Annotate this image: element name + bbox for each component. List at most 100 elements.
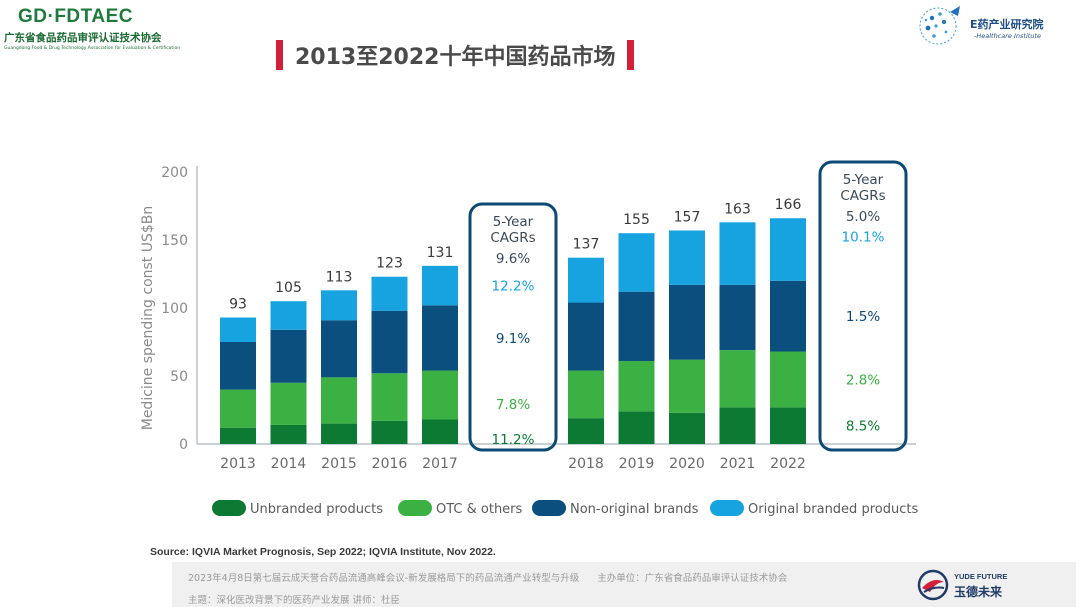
y-axis-label: Medicine spending const US$Bn (140, 206, 156, 431)
bar-segment-otc (669, 359, 705, 413)
bar-segment-non-original (371, 310, 408, 374)
institute-cn-text: 药产业研究院 (977, 18, 1044, 31)
cagr-title-line2: CAGRs (490, 230, 535, 246)
association-logo: GD·FDTAEC 广东省食品药品审评认证技术协会 Guangdong Food… (4, 6, 181, 51)
cagr-title-line1: 5-Year (843, 172, 884, 188)
bar-segment-otc (321, 377, 357, 424)
bar-segment-non-original (321, 320, 357, 378)
bar-segment-otc (770, 351, 806, 408)
stacked-bar-chart: Medicine spending const US$Bn 0 50 100 150 20… (140, 160, 918, 517)
slide-title: 2013至2022十年中国药品市场 (276, 40, 635, 70)
bar-segment-otc (270, 382, 307, 425)
cagr-total: 9.6% (496, 251, 530, 267)
x-tick-label: 2021 (720, 456, 756, 472)
y-tick-label: 100 (161, 301, 188, 317)
chart-source: Source: IQVIA Market Prognosis, Sep 2022… (150, 546, 496, 558)
bar-total-label: 166 (775, 197, 802, 213)
bar-total-label: 93 (229, 297, 247, 313)
cagr-non-original: 1.5% (846, 309, 880, 325)
bar-segment-original (618, 233, 655, 292)
legend-label: Unbranded products (250, 502, 383, 517)
bar-segment-non-original (568, 302, 604, 371)
cagr-title-line1: 5-Year (493, 214, 534, 230)
x-tick-label: 2019 (619, 456, 655, 472)
title-mark-right (627, 40, 635, 70)
bar-segment-otc (220, 389, 256, 428)
bar-segment-non-original (618, 291, 655, 362)
y-tick-label: 50 (170, 369, 188, 385)
institute-name-cn: E药产业研究院 (970, 16, 1044, 32)
bar-segment-unbranded (719, 407, 756, 444)
bar-total-label: 123 (376, 256, 403, 272)
institute-prefix: E (970, 18, 978, 31)
footer-topic: 主题：深化医改背景下的医药产业发展 讲师：杜臣 (188, 595, 401, 606)
bar-segment-otc (422, 370, 458, 420)
bar-total-label: 155 (623, 212, 650, 228)
slide-title-text: 2013至2022十年中国药品市场 (295, 45, 616, 70)
bar-segment-original (371, 276, 408, 311)
bar-segment-unbranded (770, 407, 806, 444)
footer-meeting: 2023年4月8日第七届云成天誉合药品流通高峰会议-新发展格局下的药品流通产业转… (188, 573, 580, 584)
bar-total-label: 137 (573, 237, 600, 253)
x-tick-label: 2016 (372, 456, 408, 472)
bar-segment-original (669, 230, 705, 285)
y-tick-label: 0 (179, 437, 188, 453)
sponsor-logo: YUDE FUTURE 玉德未来 (916, 568, 1016, 602)
legend-swatch-non-original (532, 500, 566, 516)
cagr-original: 12.2% (492, 279, 535, 295)
bar-total-label: 131 (427, 245, 454, 261)
bar-segment-unbranded (618, 411, 655, 444)
title-mark-left (276, 40, 283, 70)
sponsor-emblem-icon (917, 569, 949, 601)
cagr-box (818, 160, 908, 452)
x-tick-label: 2017 (422, 456, 458, 472)
bar-segment-unbranded (669, 412, 705, 444)
cagr-total: 5.0% (846, 209, 880, 225)
bar-segment-otc (371, 373, 408, 421)
footer-organizer: 主办单位：广东省食品药品审评认证技术协会 (597, 573, 788, 584)
bar-segment-original (270, 301, 307, 330)
association-name-en: Guangdong Food & Drug Technology Associa… (4, 46, 181, 51)
bar-segment-otc (618, 361, 655, 412)
bar-segment-non-original (770, 280, 806, 352)
bar-segment-original (568, 257, 604, 303)
sponsor-name-cn: 玉德未来 (954, 585, 1003, 599)
institute-name-en: -Healthcare Institute (974, 32, 1041, 40)
legend-label: Non-original brands (570, 502, 699, 517)
footer-line-1: 2023年4月8日第七届云成天誉合药品流通高峰会议-新发展格局下的药品流通产业转… (188, 570, 787, 584)
y-tick-label: 200 (161, 165, 188, 181)
x-tick-label: 2014 (271, 456, 307, 472)
bar-segment-unbranded (270, 424, 307, 444)
bar-total-label: 105 (275, 280, 302, 296)
cagr-box (468, 202, 558, 452)
cagr-unbranded: 11.2% (492, 432, 535, 448)
bar-segment-original (719, 222, 756, 285)
bar-segment-otc (568, 370, 604, 419)
bar-total-label: 157 (674, 209, 701, 225)
bar-segment-unbranded (321, 423, 357, 444)
cagr-otc: 7.8% (496, 397, 530, 413)
x-tick-label: 2015 (321, 456, 357, 472)
bar-segment-unbranded (371, 420, 408, 444)
cagr-otc: 2.8% (846, 372, 880, 388)
bar-segment-non-original (669, 284, 705, 360)
cagr-non-original: 9.1% (496, 331, 530, 347)
legend-label: OTC & others (436, 502, 523, 517)
association-name-cn: 广东省食品药品审评认证技术协会 (4, 32, 162, 44)
bar-segment-original (422, 265, 458, 306)
x-tick-label: 2013 (220, 456, 256, 472)
globe-icon (919, 6, 960, 45)
bar-segment-unbranded (422, 419, 458, 444)
x-tick-label: 2018 (568, 456, 604, 472)
cagr-title-line2: CAGRs (840, 188, 885, 204)
bar-total-label: 163 (724, 201, 751, 217)
bar-segment-non-original (220, 342, 256, 390)
legend-swatch-original (710, 500, 744, 516)
cagr-unbranded: 8.5% (846, 419, 880, 435)
bar-segment-non-original (719, 284, 756, 351)
bar-segment-otc (719, 350, 756, 408)
institute-logo: E药产业研究院 -Healthcare Institute (916, 4, 1066, 48)
legend-label: Original branded products (748, 502, 918, 517)
bar-segment-non-original (270, 329, 307, 383)
legend-swatch-unbranded (212, 500, 246, 516)
